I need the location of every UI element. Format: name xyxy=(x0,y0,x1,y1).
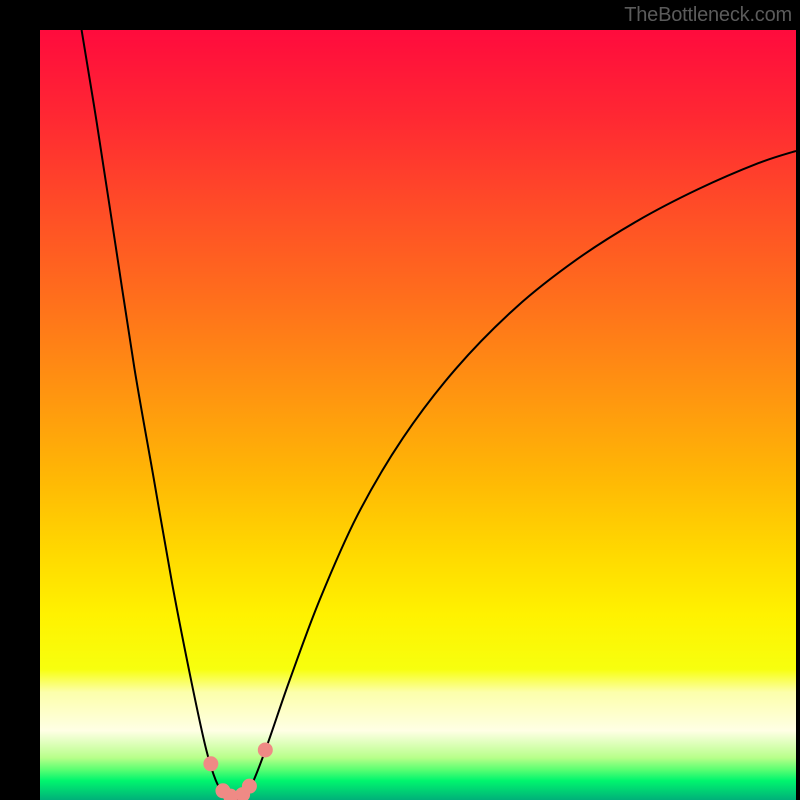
frame-left xyxy=(0,0,40,800)
frame-right xyxy=(796,0,800,800)
frame-top xyxy=(0,0,800,30)
data-marker xyxy=(203,756,218,771)
bottleneck-chart xyxy=(0,0,800,800)
chart-root: TheBottleneck.com xyxy=(0,0,800,800)
data-marker xyxy=(242,779,257,794)
data-marker xyxy=(258,742,273,757)
